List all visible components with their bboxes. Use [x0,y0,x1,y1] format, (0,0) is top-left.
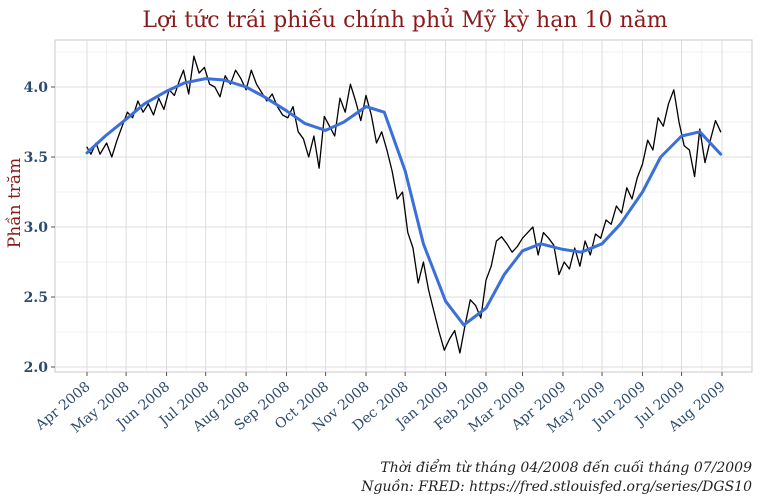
y-tick-label: 2.5 [24,290,48,306]
y-axis-label: Phần trăm [5,158,25,248]
y-tick-label: 4.0 [24,80,49,96]
series-line-smoothed-trend [85,77,723,327]
caption-source: Nguồn: FRED: https://fred.stlouisfed.org… [360,478,752,495]
y-tick-label: 3.5 [24,150,48,166]
chart-title: Lợi tức trái phiếu chính phủ Mỹ kỳ hạn 1… [142,7,667,33]
y-tick-label: 3.0 [24,220,49,236]
y-tick-label: 2.0 [24,360,49,376]
caption-period: Thời điểm từ tháng 04/2008 đến cuối thán… [380,458,752,476]
plot-panel [54,39,753,373]
